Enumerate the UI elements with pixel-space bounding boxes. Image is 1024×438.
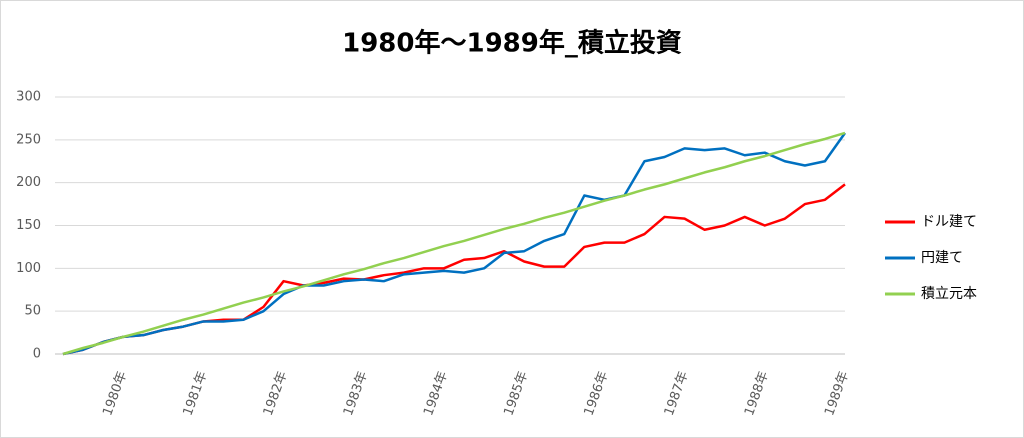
y-tick-label: 100 <box>16 261 41 276</box>
y-tick-label: 0 <box>33 347 41 362</box>
y-tick-label: 250 <box>16 132 41 147</box>
legend-label: ドル建て <box>921 214 977 230</box>
y-tick-label: 300 <box>16 90 41 105</box>
y-tick-label: 50 <box>24 304 41 319</box>
series-line <box>62 131 846 356</box>
y-tick-label: 200 <box>16 175 41 190</box>
series-line <box>62 132 847 356</box>
y-tick-label: 150 <box>16 218 41 233</box>
legend-label: 積立元本 <box>921 286 977 302</box>
legend-label: 円建て <box>921 250 963 266</box>
chart-title: 1980年～1989年_積立投資 <box>342 28 682 59</box>
